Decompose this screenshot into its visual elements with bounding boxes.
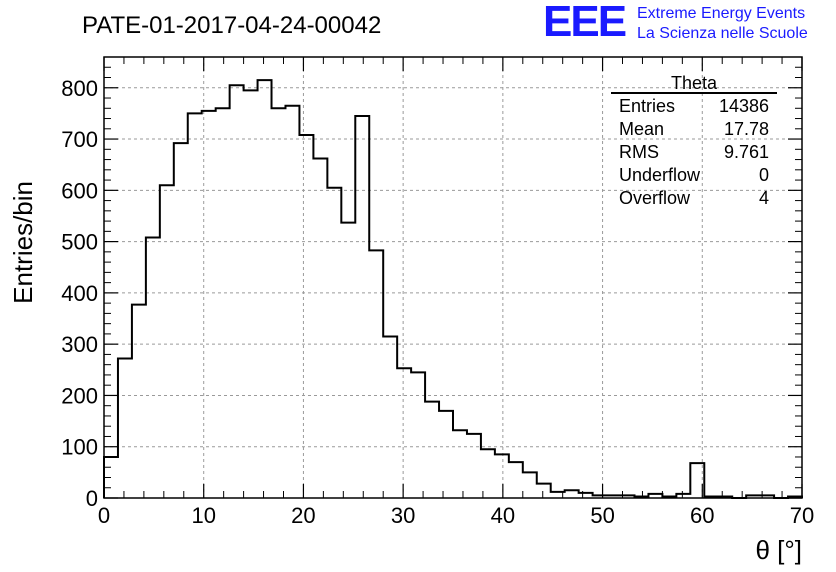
- stat-value: 9.761: [723, 142, 769, 162]
- logo-caption: Extreme Energy Events La Scienza nelle S…: [637, 4, 808, 44]
- stat-label: Underflow: [619, 165, 701, 185]
- stat-value: 4: [758, 188, 769, 208]
- y-tick-label: 400: [61, 281, 98, 306]
- logo-caption-line1: Extreme Energy Events: [637, 5, 806, 22]
- axis-ticks: [103, 56, 803, 499]
- x-tick-labels: 0 10 20 30 40 50 60 70: [98, 503, 814, 528]
- x-tick-label: 50: [590, 503, 614, 528]
- eee-logo: EEE: [543, 0, 627, 46]
- x-tick-label: 70: [790, 503, 814, 528]
- stats-row-overflow: Overflow 4: [611, 187, 777, 210]
- stat-label: Overflow: [619, 188, 691, 208]
- stat-value: 14386: [718, 96, 769, 116]
- logo-caption-line2: La Scienza nelle Scuole: [637, 25, 808, 42]
- y-tick-label: 700: [61, 127, 98, 152]
- y-tick-label: 100: [61, 435, 98, 460]
- stats-title: Theta: [611, 72, 777, 94]
- plot-frame: [103, 56, 803, 499]
- x-axis-title: θ [°]: [755, 535, 802, 565]
- stats-row-mean: Mean 17.78: [611, 118, 777, 141]
- run-title: PATE-01-2017-04-24-00042: [82, 12, 381, 39]
- y-tick-label: 0: [86, 486, 98, 511]
- stat-value: 0: [758, 165, 769, 185]
- stat-label: Mean: [619, 119, 665, 139]
- x-tick-label: 20: [291, 503, 315, 528]
- x-tick-label: 60: [690, 503, 714, 528]
- stats-row-underflow: Underflow 0: [611, 164, 777, 187]
- grid-lines: [104, 57, 802, 498]
- stat-label: Entries: [619, 96, 676, 116]
- stats-row-rms: RMS 9.761: [611, 141, 777, 164]
- x-tick-label: 40: [491, 503, 515, 528]
- histogram-step-line: [103, 79, 803, 499]
- y-tick-label: 200: [61, 383, 98, 408]
- y-tick-label: 500: [61, 230, 98, 255]
- y-tick-label: 600: [61, 178, 98, 203]
- stats-row-entries: Entries 14386: [611, 95, 777, 118]
- x-tick-label: 30: [391, 503, 415, 528]
- stat-label: RMS: [619, 142, 659, 162]
- y-tick-label: 300: [61, 332, 98, 357]
- y-tick-labels: 0 100 200 300 400 500 600 700 800: [61, 76, 98, 511]
- y-axis-title: Entries/bin: [8, 181, 38, 304]
- y-tick-label: 800: [61, 76, 98, 101]
- x-tick-label: 10: [191, 503, 215, 528]
- stats-box: Theta Entries 14386 Mean 17.78 RMS 9.761…: [611, 72, 777, 210]
- stat-value: 17.78: [723, 119, 769, 139]
- x-tick-label: 0: [98, 503, 110, 528]
